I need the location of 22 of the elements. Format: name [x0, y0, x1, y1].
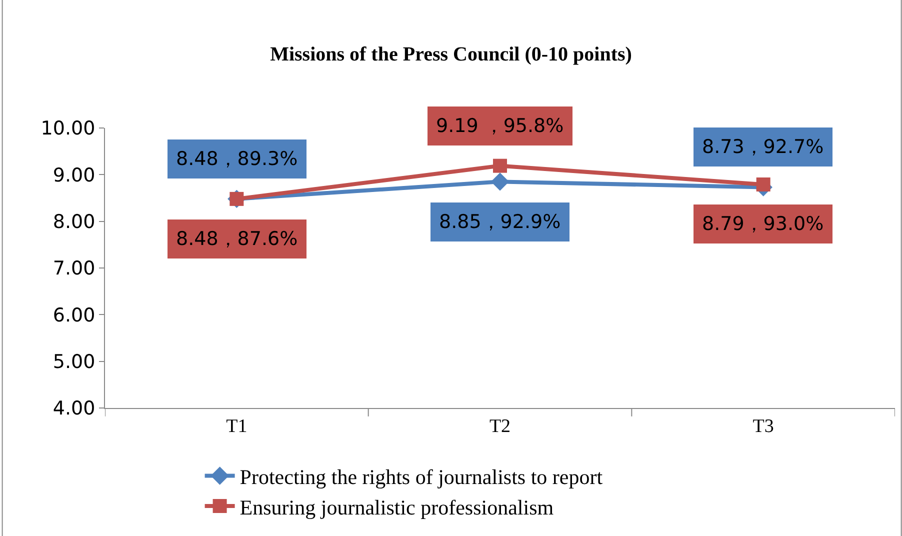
legend-label: Protecting the rights of journalists to report — [240, 464, 603, 489]
x-tick-label: T1 — [226, 416, 248, 437]
y-tick-label: 5.00 — [52, 350, 96, 373]
point — [493, 158, 507, 173]
y-tick-label: 10.00 — [40, 118, 96, 140]
data-label: 8.48，89.3% — [176, 148, 298, 170]
data-label: 9.19 ，95.8% — [436, 115, 564, 137]
x-tick-label: T2 — [489, 416, 511, 437]
chart-title: Missions of the Press Council (0-10 points) — [270, 44, 632, 66]
data-label: 8.73，92.7% — [702, 136, 824, 158]
y-tick-label: 9.00 — [52, 164, 96, 186]
data-label: 8.48，87.6% — [176, 228, 298, 250]
y-tick-label: 4.00 — [52, 398, 96, 420]
y-tick-label: 8.00 — [52, 210, 96, 233]
point — [490, 172, 510, 191]
legend-label: Ensuring journalistic professionalism — [240, 495, 554, 520]
data-label: 8.79，93.0% — [702, 213, 824, 235]
y-tick-label: 6.00 — [52, 304, 96, 326]
point — [756, 177, 770, 192]
x-tick-label: T3 — [752, 416, 774, 437]
data-label: 8.85，92.9% — [439, 211, 561, 233]
y-tick-label: 7.00 — [52, 258, 96, 280]
